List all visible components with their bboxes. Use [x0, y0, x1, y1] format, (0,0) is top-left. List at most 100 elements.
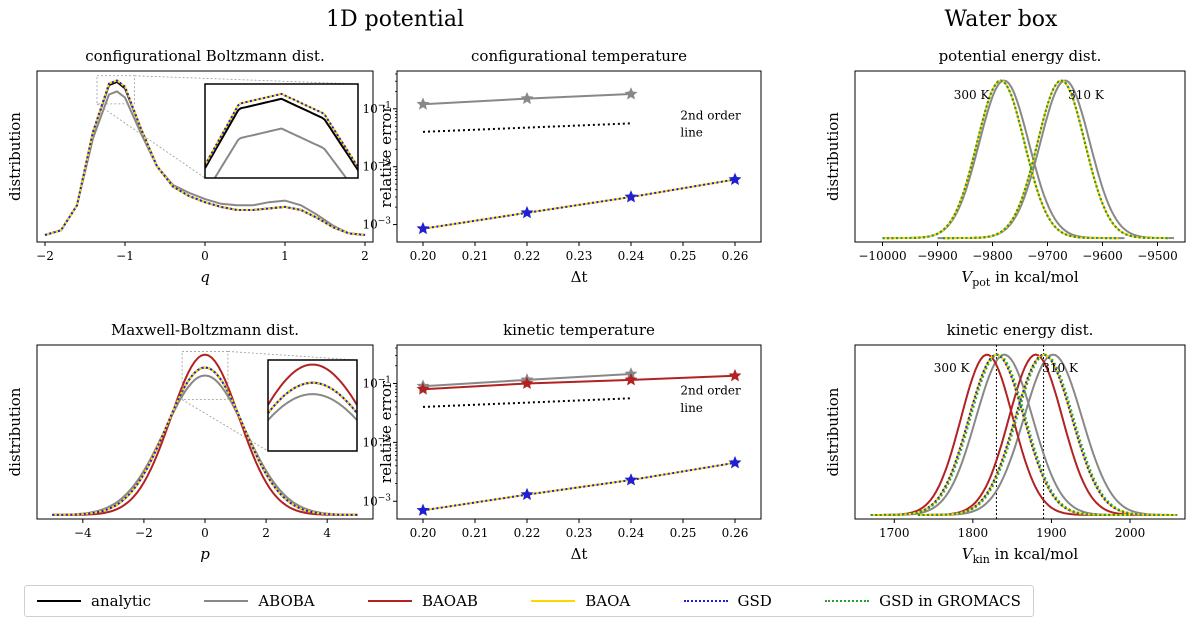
plot-area [416, 367, 742, 516]
inset-series-line [213, 127, 348, 178]
data-point [728, 456, 742, 469]
data-point [728, 172, 742, 186]
legend-item: analytic [37, 592, 151, 610]
inset-frame [204, 83, 359, 179]
legend-item: GSD [683, 592, 772, 610]
panel-maxwell_boltzmann: Maxwell-Boltzmann dist. distribution p −4 −2… [6, 321, 374, 563]
x-tick-label: 4 [323, 526, 331, 540]
x-tick-label: 1800 [958, 526, 989, 540]
x-tick-label: 0.23 [566, 526, 593, 540]
legend-label: GSD in GROMACS [879, 592, 1021, 610]
legend-item: ABOBA [204, 592, 315, 610]
series-line [52, 353, 358, 516]
data-point [520, 91, 534, 105]
x-tick-label: −1 [116, 249, 134, 263]
guide-annotation: line [680, 126, 703, 140]
series-line [422, 374, 736, 391]
inset-series-line [268, 393, 357, 421]
series-line [52, 366, 358, 516]
legend-label: GSD [737, 592, 772, 610]
data-point [520, 206, 534, 219]
inset-series-line [268, 381, 357, 414]
data-point [728, 369, 742, 382]
x-tick-label: −2 [36, 249, 54, 263]
series-line [882, 79, 1119, 240]
x-tick-label: 0.21 [462, 249, 489, 263]
x-tick-label: 0.22 [514, 249, 541, 263]
x-tick-label: 0.25 [670, 526, 697, 540]
data-point [624, 87, 638, 100]
temperature-label: 310 K [1042, 361, 1079, 375]
data-point [624, 190, 638, 203]
panel-config_boltzmann: configurational Boltzmann dist. distribut… [6, 47, 374, 286]
x-tick-label: −9900 [917, 249, 958, 263]
plot-frame [36, 344, 374, 520]
panel-kinetic_temperature: kinetic temperature relative error Δt 0.20 0… [362, 321, 762, 563]
x-tick-label: 0.21 [462, 526, 489, 540]
x-axis-label: Δt [571, 545, 588, 563]
plot-area [870, 345, 1178, 519]
data-point [416, 382, 430, 395]
chart-title: Maxwell-Boltzmann dist. [111, 321, 299, 339]
x-axis-label: Vkin in kcal/mol [962, 545, 1079, 566]
plot-area [416, 87, 742, 235]
data-point [520, 376, 534, 389]
y-axis-label: relative error [377, 380, 395, 483]
chart-title: kinetic temperature [503, 321, 655, 339]
inset-series-line [268, 363, 357, 406]
series-line [870, 353, 1130, 516]
data-point [624, 473, 638, 486]
temperature-label: 300 K [934, 361, 971, 375]
x-tick-label: −10000 [858, 249, 906, 263]
x-axis-label: q [200, 268, 210, 286]
series-line [44, 90, 366, 236]
y-axis-label: distribution [6, 387, 24, 476]
data-point [416, 503, 430, 516]
inset-series-line [205, 92, 358, 168]
temperature-label: 310 K [1068, 88, 1105, 102]
series-line [882, 79, 1119, 240]
data-point [416, 221, 430, 235]
legend-label: BAOAB [421, 592, 478, 610]
inset-plot [268, 363, 357, 421]
legend-label: analytic [91, 592, 152, 610]
x-tick-label: 0.24 [618, 526, 645, 540]
x-tick-label: −9700 [1027, 249, 1068, 263]
inset-bg [268, 360, 357, 451]
chart-title: potential energy dist. [939, 47, 1102, 65]
x-tick-label: −2 [135, 526, 153, 540]
series-line [943, 79, 1169, 240]
series-line [886, 353, 1130, 516]
panel-kinetic_energy: kinetic energy dist. distribution Vkin in … [824, 321, 1186, 566]
series-line [52, 374, 358, 516]
series-line [943, 79, 1169, 240]
x-tick-label: 2000 [1115, 526, 1146, 540]
legend-item: GSD in GROMACS [825, 592, 1021, 610]
y-tick-label: 10−1 [362, 101, 391, 116]
series-line [870, 353, 1130, 516]
x-axis-label: Δt [571, 268, 588, 286]
plot-area [52, 353, 358, 516]
legend-swatch [683, 600, 728, 602]
zoom-connector [227, 351, 358, 361]
x-tick-label: 1 [281, 249, 289, 263]
plot-area [882, 79, 1175, 240]
chart-title: kinetic energy dist. [947, 321, 1094, 339]
zoom-connector [96, 103, 206, 179]
series-line [882, 79, 1119, 240]
second-order-guide [422, 122, 632, 133]
x-tick-label: 0.20 [410, 249, 437, 263]
x-tick-label: 1700 [879, 526, 910, 540]
series-line [878, 353, 1115, 516]
x-tick-label: 2 [262, 526, 270, 540]
x-tick-label: 0.24 [618, 249, 645, 263]
legend-swatch [825, 600, 870, 602]
legend-swatch [367, 600, 412, 602]
series-line [422, 461, 736, 512]
figure: 1D potential Water box configurational B… [6, 7, 1186, 566]
y-tick-label: 10−1 [362, 375, 391, 390]
zoom-connector [181, 399, 269, 452]
plot-frame [854, 344, 1186, 520]
y-tick-label: 10−2 [362, 434, 391, 449]
group-title-water: Water box [945, 7, 1059, 32]
